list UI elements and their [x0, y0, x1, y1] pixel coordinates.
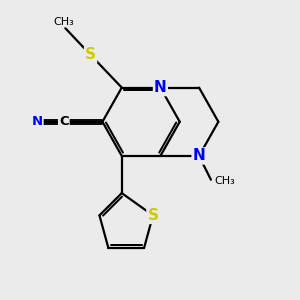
Text: S: S: [85, 47, 96, 62]
Text: CH₃: CH₃: [53, 17, 74, 27]
Text: N: N: [193, 148, 206, 164]
Text: N: N: [32, 115, 43, 128]
Text: CH₃: CH₃: [214, 176, 235, 186]
Text: S: S: [148, 208, 158, 223]
Text: C: C: [59, 115, 69, 128]
Text: N: N: [154, 80, 167, 95]
